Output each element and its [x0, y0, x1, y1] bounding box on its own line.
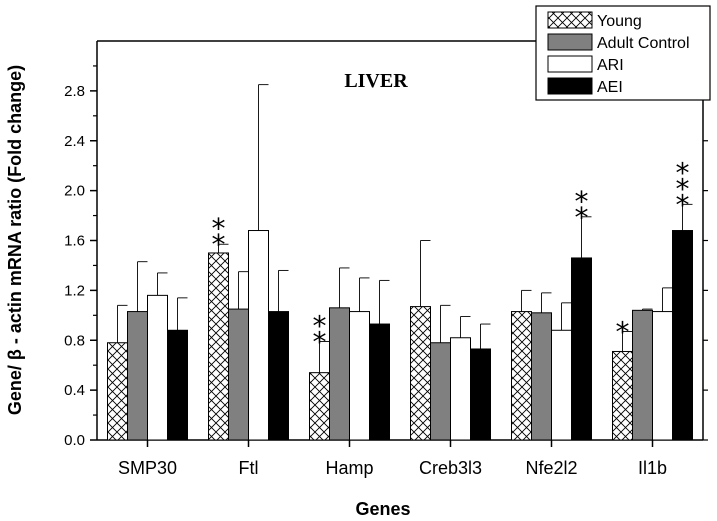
bar — [107, 342, 128, 441]
bar — [268, 311, 289, 441]
significance-star: * — [676, 172, 690, 205]
y-axis-title: Gene/ β - actin mRNA ratio (Fold change) — [5, 65, 25, 415]
bar — [672, 230, 693, 441]
bar — [248, 230, 269, 441]
bar — [511, 311, 532, 441]
bars — [107, 230, 693, 441]
significance-star: * — [575, 201, 589, 234]
bar — [531, 312, 552, 441]
x-tick-label: Il1b — [638, 458, 667, 478]
significance-star: * — [676, 156, 690, 189]
legend-swatch — [547, 33, 593, 51]
legend-label: Young — [597, 13, 642, 30]
bar — [571, 257, 592, 441]
significance-star: * — [313, 309, 327, 342]
bar — [349, 311, 370, 441]
significance-star: * — [616, 316, 630, 349]
y-tick-label: 0.0 — [64, 432, 85, 449]
legend-label: Adult Control — [597, 35, 690, 52]
x-tick-label: SMP30 — [118, 458, 177, 478]
x-ticks: SMP30 Ftl Hamp Creb3l3 Nfe2l2 Il1b — [118, 440, 667, 478]
x-axis-title: Genes — [355, 499, 410, 519]
significance-star: * — [212, 228, 226, 261]
x-tick-label: Hamp — [325, 458, 373, 478]
bar — [127, 311, 148, 441]
x-tick-label: Ftl — [239, 458, 259, 478]
bar — [369, 323, 390, 441]
y-ticks: 0.0 0.4 0.8 1.2 1.6 2.0 2.4 2.8 — [64, 65, 708, 449]
bar — [652, 311, 673, 441]
y-tick-label: 1.6 — [64, 233, 85, 250]
error-bars — [117, 84, 693, 373]
bar — [430, 342, 451, 441]
significance-stars: ********** — [212, 156, 690, 358]
y-tick-label: 2.8 — [64, 83, 85, 100]
significance-star: * — [676, 188, 690, 221]
bar — [551, 329, 572, 441]
bar — [632, 309, 653, 441]
significance-star: * — [212, 212, 226, 245]
y-tick-label: 0.4 — [64, 382, 85, 399]
x-tick-label: Creb3l3 — [419, 458, 482, 478]
x-tick-label: Nfe2l2 — [525, 458, 577, 478]
bar — [208, 252, 229, 441]
y-tick-label: 1.2 — [64, 282, 85, 299]
significance-star: * — [575, 185, 589, 218]
significance-star: * — [313, 325, 327, 358]
legend-swatch — [547, 77, 593, 95]
y-tick-label: 0.8 — [64, 332, 85, 349]
legend: Young Adult Control ARI AEI — [535, 5, 711, 101]
legend-swatch — [547, 11, 593, 29]
bar — [470, 348, 491, 441]
y-tick-label: 2.0 — [64, 183, 85, 200]
bar — [410, 306, 431, 441]
bar — [612, 350, 633, 441]
chart-title: LIVER — [344, 70, 408, 92]
legend-label: AEI — [597, 79, 623, 96]
bar — [147, 294, 168, 441]
bar — [309, 372, 330, 441]
bar — [329, 307, 350, 441]
y-tick-label: 2.4 — [64, 133, 85, 150]
bar — [167, 329, 188, 441]
bar — [450, 337, 471, 441]
legend-swatch — [547, 55, 593, 73]
legend-label: ARI — [597, 57, 624, 74]
bar — [228, 308, 249, 441]
